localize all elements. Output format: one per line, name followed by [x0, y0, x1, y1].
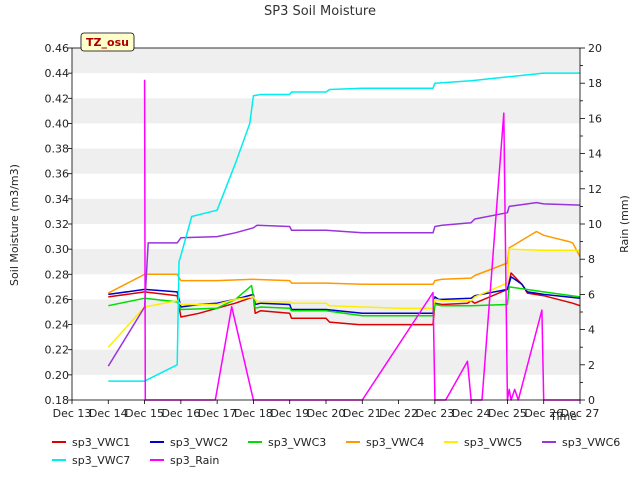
x-tick-label: Dec 20 — [307, 407, 346, 420]
y2-axis-ticks: 0 2 4 6 8 10 12 14 16 18 20 — [580, 42, 602, 407]
legend-label: sp3_VWC7 — [72, 454, 130, 467]
x-tick-label: Dec 17 — [198, 407, 237, 420]
grid-band — [72, 249, 580, 275]
x-tick-label: Dec 27 — [561, 407, 600, 420]
x-axis-label: Time — [549, 410, 577, 423]
legend-item: sp3_VWC3 — [248, 436, 326, 449]
series-line-sp3-VWC4 — [107, 230, 581, 294]
y-tick-label: 0.34 — [45, 193, 70, 206]
legend-item: sp3_VWC2 — [150, 436, 228, 449]
series-line-sp3-VWC6 — [107, 201, 581, 367]
legend-item: sp3_VWC7 — [52, 454, 130, 467]
x-tick-label: Dec 16 — [161, 407, 200, 420]
legend-item: sp3_VWC4 — [346, 436, 424, 449]
y-tick-label: 0.44 — [45, 67, 70, 80]
y2-tick-label: 0 — [588, 394, 595, 407]
y-tick-label: 0.32 — [45, 218, 70, 231]
grid-bands — [72, 48, 580, 375]
legend-label: sp3_VWC3 — [268, 436, 326, 449]
y2-axis-label: Rain (mm) — [618, 195, 631, 253]
x-tick-label: Dec 14 — [89, 407, 128, 420]
y2-tick-label: 8 — [588, 253, 595, 266]
grid-band — [72, 48, 580, 74]
legend-item: sp3_Rain — [150, 454, 219, 467]
legend-label: sp3_Rain — [170, 454, 219, 467]
y-tick-label: 0.36 — [45, 168, 70, 181]
x-tick-label: Dec 18 — [234, 407, 273, 420]
y-tick-label: 0.26 — [45, 293, 70, 306]
y2-tick-label: 4 — [588, 324, 595, 337]
legend-label: sp3_VWC5 — [464, 436, 522, 449]
y-tick-label: 0.24 — [45, 319, 70, 332]
x-tick-label: Dec 26 — [524, 407, 563, 420]
y2-tick-label: 18 — [588, 77, 602, 90]
series-line-sp3-VWC5 — [107, 248, 580, 348]
y-tick-label: 0.28 — [45, 268, 70, 281]
tz-badge-label: TZ_osu — [86, 36, 129, 49]
y-tick-label: 0.20 — [45, 369, 70, 382]
legend-label: sp3_VWC1 — [72, 436, 130, 449]
y-tick-label: 0.18 — [45, 394, 70, 407]
series-line-sp3-Rain — [143, 79, 580, 401]
x-tick-label: Dec 25 — [488, 407, 527, 420]
x-tick-label: Dec 19 — [270, 407, 309, 420]
y2-tick-label: 10 — [588, 218, 602, 231]
legend-label: sp3_VWC4 — [366, 436, 424, 449]
tz-badge-box — [80, 32, 135, 52]
y-tick-label: 0.38 — [45, 143, 70, 156]
y2-tick-label: 6 — [588, 288, 595, 301]
y-axis-label: Soil Moisture (m3/m3) — [8, 164, 21, 286]
grid-band — [72, 148, 580, 174]
y-tick-label: 0.46 — [45, 42, 70, 55]
x-tick-label: Dec 22 — [379, 407, 418, 420]
legend-label: sp3_VWC6 — [562, 436, 620, 449]
legend-item: sp3_VWC5 — [444, 436, 522, 449]
y2-tick-label: 20 — [588, 42, 602, 55]
y-axis-ticks: 0.18 0.20 0.22 0.24 0.26 0.28 0.30 0.32 0.34 0.36… — [45, 42, 72, 407]
legend-item: sp3_VWC1 — [52, 436, 130, 449]
x-tick-label: Dec 24 — [452, 407, 491, 420]
y-tick-label: 0.22 — [45, 344, 70, 357]
legend-item: sp3_VWC6 — [542, 436, 620, 449]
y-tick-label: 0.42 — [45, 92, 70, 105]
y2-tick-label: 2 — [588, 359, 595, 372]
y-tick-label: 0.30 — [45, 243, 70, 256]
y-tick-label: 0.40 — [45, 117, 70, 130]
y2-tick-label: 12 — [588, 183, 602, 196]
y2-tick-label: 14 — [588, 148, 602, 161]
x-tick-label: Dec 13 — [53, 407, 92, 420]
series-line-sp3-VWC7 — [108, 72, 580, 382]
chart-title: SP3 Soil Moisture — [264, 4, 376, 19]
x-tick-label: Dec 21 — [343, 407, 382, 420]
tz-badge: TZ_osu — [80, 32, 135, 52]
grid-band — [72, 349, 580, 375]
y2-tick-label: 16 — [588, 112, 602, 125]
x-tick-label: Dec 15 — [125, 407, 164, 420]
legend: sp3_VWC1 sp3_VWC2 sp3_VWC3 sp3_VWC4 sp3_VWC5… — [52, 436, 620, 467]
grid-band — [72, 198, 580, 224]
grid-band — [72, 98, 580, 124]
legend-label: sp3_VWC2 — [170, 436, 228, 449]
x-tick-label: Dec 23 — [415, 407, 454, 420]
series-layer — [107, 72, 581, 401]
